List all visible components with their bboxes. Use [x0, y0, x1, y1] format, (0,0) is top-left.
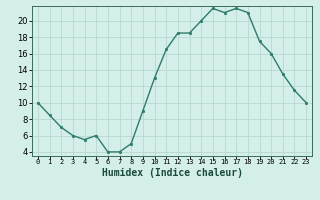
X-axis label: Humidex (Indice chaleur): Humidex (Indice chaleur) — [101, 168, 243, 178]
